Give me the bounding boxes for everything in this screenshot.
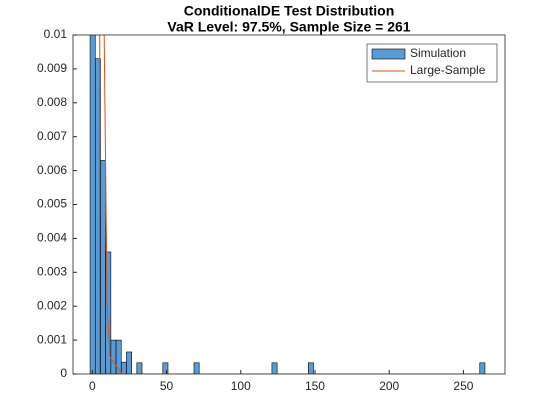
x-tick-label: 250 — [453, 379, 473, 393]
y-tick-label: 0.009 — [37, 61, 67, 75]
bar — [89, 35, 96, 374]
bar — [105, 251, 112, 374]
bar — [271, 362, 278, 374]
bar — [136, 362, 143, 374]
y-tick-label: 0.003 — [37, 264, 67, 278]
bar — [307, 362, 314, 374]
bar — [120, 361, 127, 374]
x-tick-label: 100 — [231, 379, 251, 393]
bar — [110, 339, 117, 374]
y-tick-label: 0.006 — [37, 163, 67, 177]
y-tick-label: 0.002 — [37, 298, 67, 312]
bar — [479, 362, 486, 374]
y-tick-label: 0.004 — [37, 231, 67, 245]
chart-title: ConditionalDE Test Distribution — [184, 3, 395, 19]
y-tick-label: 0 — [60, 366, 67, 380]
y-tick-label: 0.005 — [37, 197, 67, 211]
bar — [115, 339, 122, 374]
bar — [126, 351, 132, 374]
y-tick-label: 0.001 — [37, 332, 67, 346]
bar — [193, 362, 200, 374]
y-tick-label: 0.008 — [37, 95, 67, 109]
chart-subtitle: VaR Level: 97.5%, Sample Size = 261 — [167, 19, 410, 35]
bar — [100, 160, 106, 374]
legend-label: Large-Sample — [410, 63, 486, 77]
x-tick-label: 150 — [305, 379, 325, 393]
legend-label: Simulation — [410, 46, 466, 60]
x-tick-label: 0 — [89, 379, 96, 393]
y-tick-label: 0.007 — [37, 129, 67, 143]
y-tick-label: 0.01 — [44, 27, 68, 41]
x-tick-label: 200 — [379, 379, 399, 393]
bar — [162, 362, 169, 374]
plot-area — [73, 35, 505, 374]
legend-swatch — [371, 48, 406, 60]
x-tick-label: 50 — [160, 379, 174, 393]
